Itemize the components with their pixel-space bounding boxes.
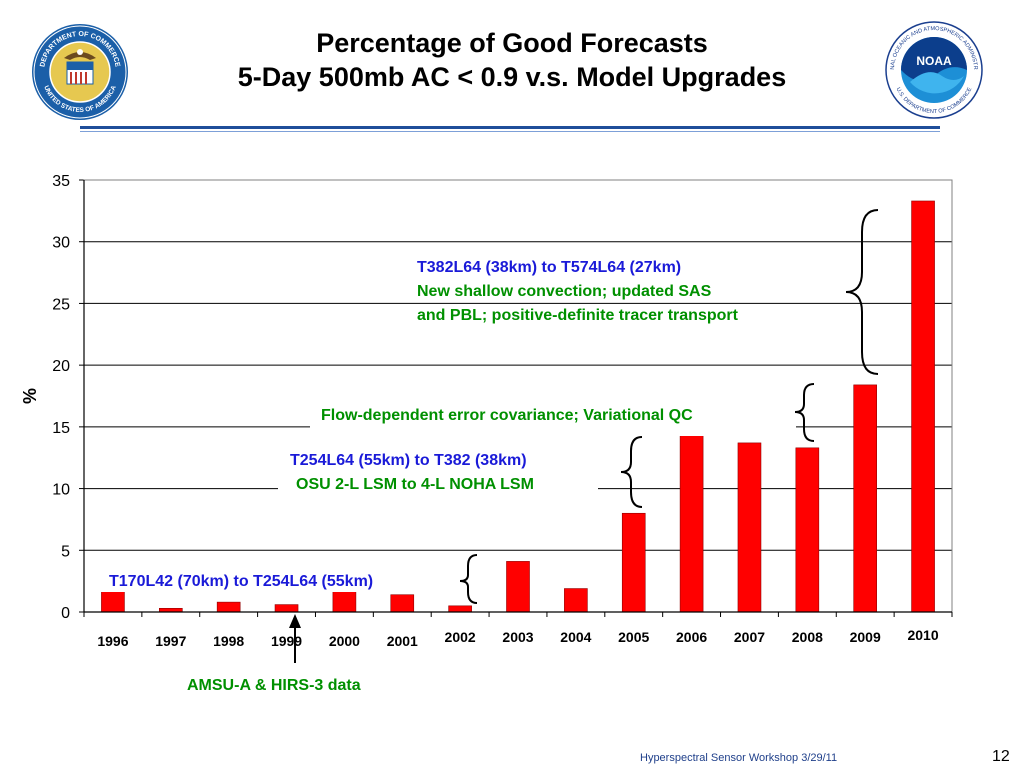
bar-2008 — [795, 447, 820, 613]
y-tick-label: 20 — [52, 358, 70, 375]
annotation-pbl: and PBL; positive-definite tracer transp… — [417, 307, 739, 324]
title-line-2: 5-Day 500mb AC < 0.9 v.s. Model Upgrades — [237, 62, 787, 92]
annotation-amsu: AMSU-A & HIRS-3 data — [187, 677, 361, 694]
bar-2009 — [853, 384, 878, 613]
y-tick-label: 0 — [61, 605, 70, 622]
bracket-2009 — [845, 209, 879, 375]
x-tick-label: 1999 — [271, 633, 302, 649]
x-tick-label: 1996 — [97, 633, 128, 649]
bar-2005 — [621, 512, 646, 613]
header-divider — [80, 126, 940, 129]
bracket-2005 — [620, 436, 643, 508]
y-tick-label: 35 — [52, 173, 70, 190]
bar-2001 — [390, 594, 415, 613]
x-tick-label: 1998 — [213, 633, 244, 649]
annotation-osu: OSU 2-L LSM to 4-L NOHA LSM — [296, 476, 534, 493]
axes: 0 5 10 15 20 25 30 35% 1996 1997 1998 1999 2000 2001 2… — [20, 173, 953, 649]
annotation-flow: Flow-dependent error covariance; Variati… — [321, 407, 693, 424]
annotations: T170L42 (70km) to T254L64 (55km) AMSU-A … — [100, 209, 879, 694]
bar-1998 — [216, 601, 241, 613]
bars — [101, 200, 935, 613]
title-line-1: Percentage of Good Forecasts — [316, 28, 708, 58]
page-title: Percentage of Good Forecasts 5-Day 500mb… — [140, 26, 884, 94]
bracket-2007 — [794, 383, 815, 442]
header-divider-thin — [80, 131, 940, 132]
x-tick-label: 2004 — [560, 629, 591, 645]
x-tick-label: 2001 — [387, 633, 418, 649]
noaa-text: NOAA — [916, 54, 952, 68]
x-tick-label: 2010 — [907, 627, 938, 643]
noaa-logo: NATIONAL OCEANIC AND ATMOSPHERIC ADMINIS… — [884, 20, 983, 119]
annotation-t170: T170L42 (70km) to T254L64 (55km) — [109, 573, 373, 590]
page-number: 12 — [992, 748, 1010, 765]
bar-1999 — [274, 604, 299, 613]
bar-2004 — [564, 588, 588, 613]
y-tick-label: 15 — [52, 420, 70, 437]
x-tick-label: 2000 — [329, 633, 360, 649]
footer-event: Hyperspectral Sensor Workshop 3/29/11 — [640, 752, 838, 764]
amsu-arrow-head — [289, 614, 301, 628]
x-tick-label: 2008 — [792, 629, 823, 645]
x-tick-label: 2007 — [734, 629, 765, 645]
annotation-t254: T254L64 (55km) to T382 (38km) — [290, 452, 527, 469]
annotation-shallow: New shallow convection; updated SAS — [417, 283, 712, 300]
x-tick-label: 2002 — [445, 629, 476, 645]
x-tick-label: 2003 — [502, 629, 533, 645]
bar-2000 — [332, 590, 357, 613]
y-tick-label: 5 — [61, 543, 70, 560]
x-tick-label: 2006 — [676, 629, 707, 645]
commerce-seal-logo: DEPARTMENT OF COMMERCE UNITED STATES OF … — [32, 24, 128, 120]
bar-2002 — [448, 605, 472, 613]
y-tick-label: 30 — [52, 235, 70, 252]
y-tick-label: 25 — [52, 296, 70, 313]
y-axis-label: % — [20, 388, 40, 404]
x-tick-label: 2005 — [618, 629, 649, 645]
x-tick-label: 1997 — [155, 633, 186, 649]
x-tick-label: 2009 — [850, 629, 881, 645]
bar-2010 — [911, 200, 935, 613]
bar-1996 — [101, 590, 125, 613]
bar-2006 — [679, 431, 704, 613]
bar-2007 — [737, 442, 762, 613]
bracket-2002 — [459, 554, 478, 604]
annotation-t382: T382L64 (38km) to T574L64 (27km) — [417, 259, 681, 276]
y-tick-label: 10 — [52, 482, 70, 499]
bar-2003 — [506, 561, 530, 613]
